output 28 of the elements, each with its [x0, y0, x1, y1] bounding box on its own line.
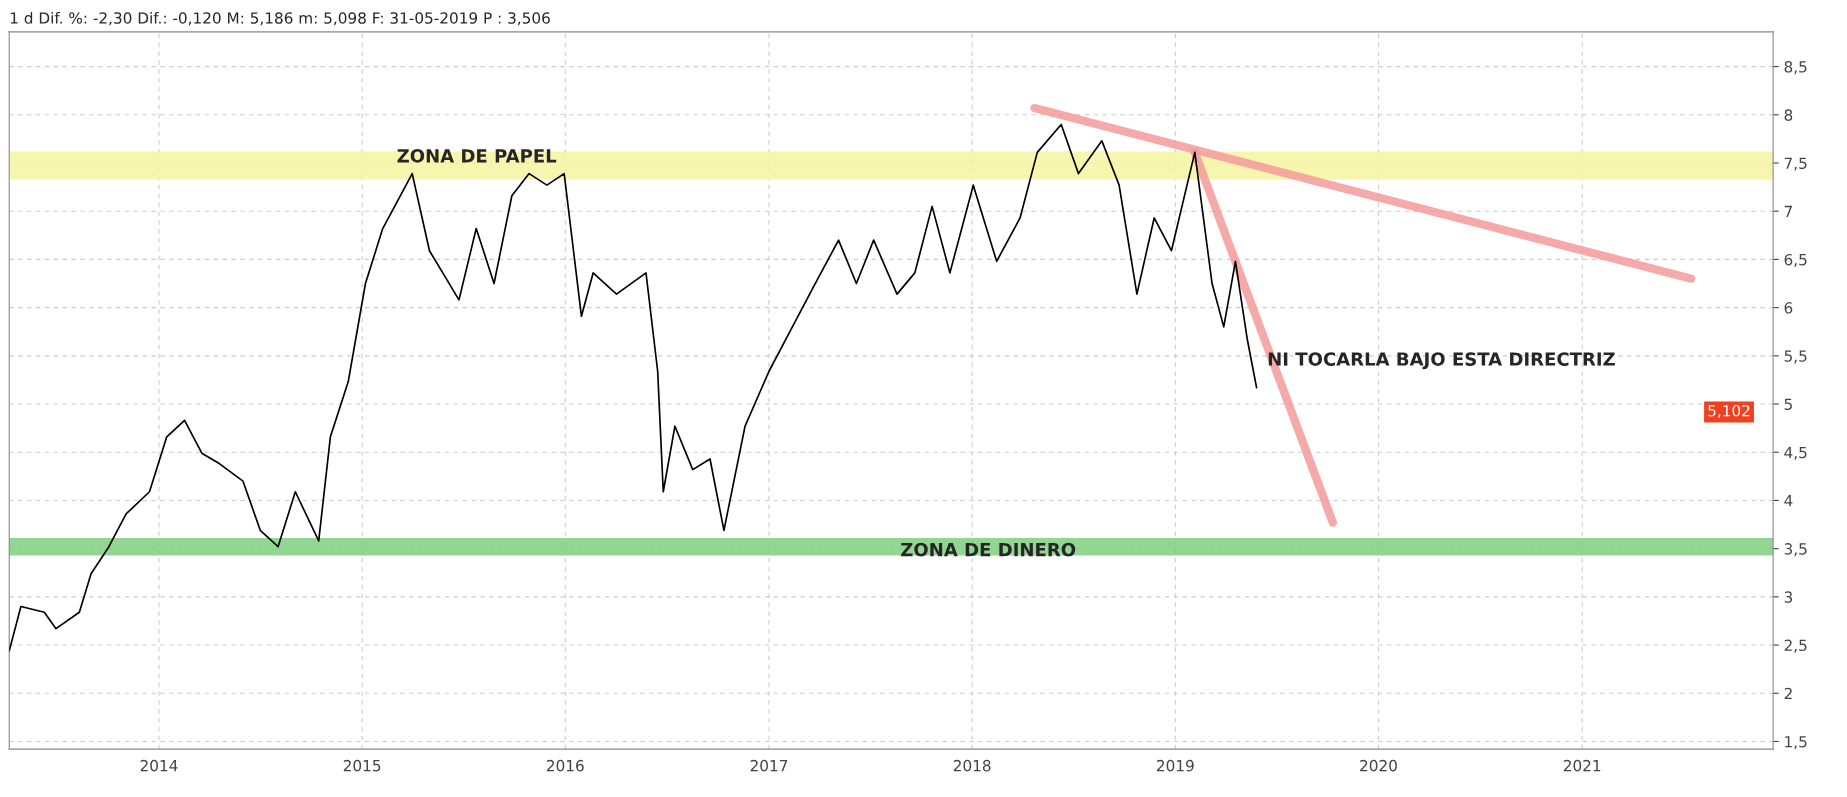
y-tick-label: 2,5	[1784, 639, 1807, 653]
y-tick-label: 4,5	[1784, 446, 1807, 460]
x-tick-label: 2014	[140, 759, 178, 772]
chart-title: 1 d Dif. %: -2,30 Dif.: -0,120 M: 5,186 m: 5,098 F: 31-05-2019 P : 3,506	[10, 11, 550, 26]
y-tick-label: 4	[1784, 495, 1793, 507]
y-tick-label: 8,5	[1784, 61, 1807, 75]
y-tick-label: 8	[1784, 109, 1793, 121]
x-tick-label: 2021	[1563, 759, 1601, 772]
annotation: ZONA DE PAPEL	[397, 148, 557, 163]
y-tick-label: 6	[1784, 302, 1793, 314]
y-tick-label: 3	[1784, 591, 1793, 603]
x-tick-label: 2016	[546, 759, 584, 772]
y-tick-label: 5,5	[1784, 350, 1807, 364]
y-tick-label: 7	[1784, 205, 1792, 218]
annotation: 5,102	[1708, 404, 1750, 419]
y-tick-label: 1,5	[1785, 736, 1807, 750]
x-tick-label: 2019	[1157, 759, 1194, 772]
x-tick-label: 2020	[1360, 759, 1397, 772]
x-tick-label: 2018	[953, 759, 991, 772]
y-tick-label: 6,5	[1784, 253, 1807, 267]
x-tick-label: 2015	[343, 759, 381, 772]
annotation: ZONA DE DINERO	[901, 542, 1076, 557]
annotation: NI TOCARLA BAJO ESTA DIRECTRIZ	[1268, 352, 1615, 370]
y-tick-label: 2	[1784, 687, 1792, 700]
x-tick-label: 2017	[750, 759, 788, 772]
y-tick-label: 5	[1784, 398, 1792, 411]
y-tick-label: 3,5	[1784, 543, 1807, 557]
y-tick-label: 7,5	[1784, 157, 1807, 171]
